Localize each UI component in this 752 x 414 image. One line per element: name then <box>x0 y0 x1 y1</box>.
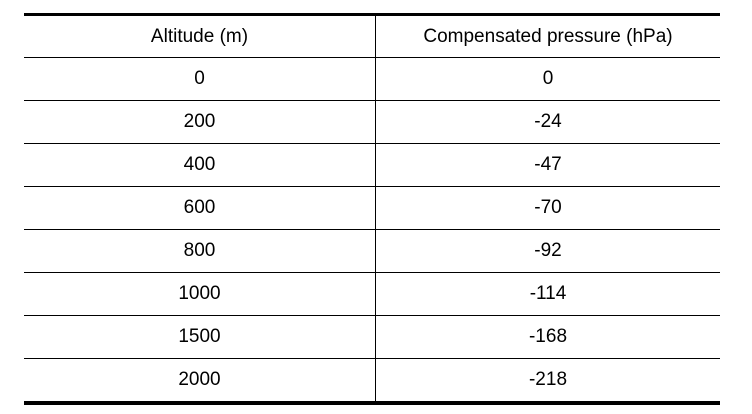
table-cell: -218 <box>375 358 720 405</box>
table-cell: 1000 <box>24 272 376 316</box>
table-cell: -70 <box>375 186 720 230</box>
table-row: 800 -92 <box>24 229 720 273</box>
table-cell: 400 <box>24 143 376 187</box>
table-cell: 600 <box>24 186 376 230</box>
table-body: 0 0 200 -24 400 -47 600 -70 800 -92 1000 -114 1500 -1… <box>24 57 720 405</box>
table-row: 1000 -114 <box>24 272 720 316</box>
table-cell: -92 <box>375 229 720 273</box>
header-row: Altitude (m) Compensated pressure (hPa) <box>24 13 720 58</box>
header-cell: Altitude (m) <box>24 13 376 58</box>
table-cell: -114 <box>375 272 720 316</box>
table-cell: -47 <box>375 143 720 187</box>
table-row: 600 -70 <box>24 186 720 230</box>
table-cell: 0 <box>375 57 720 101</box>
table-header: Altitude (m) Compensated pressure (hPa) <box>24 13 720 58</box>
table-cell: 200 <box>24 100 376 144</box>
header-cell: Compensated pressure (hPa) <box>375 13 720 58</box>
table-cell: 1500 <box>24 315 376 359</box>
table-row: 2000 -218 <box>24 358 720 405</box>
table-row: 200 -24 <box>24 100 720 144</box>
table-cell: 2000 <box>24 358 376 405</box>
table-cell: 0 <box>24 57 376 101</box>
table-cell: -168 <box>375 315 720 359</box>
table-row: 400 -47 <box>24 143 720 187</box>
data-table: Altitude (m) Compensated pressure (hPa) 0… <box>24 13 720 405</box>
table-row: 1500 -168 <box>24 315 720 359</box>
table-cell: 800 <box>24 229 376 273</box>
table-cell: -24 <box>375 100 720 144</box>
